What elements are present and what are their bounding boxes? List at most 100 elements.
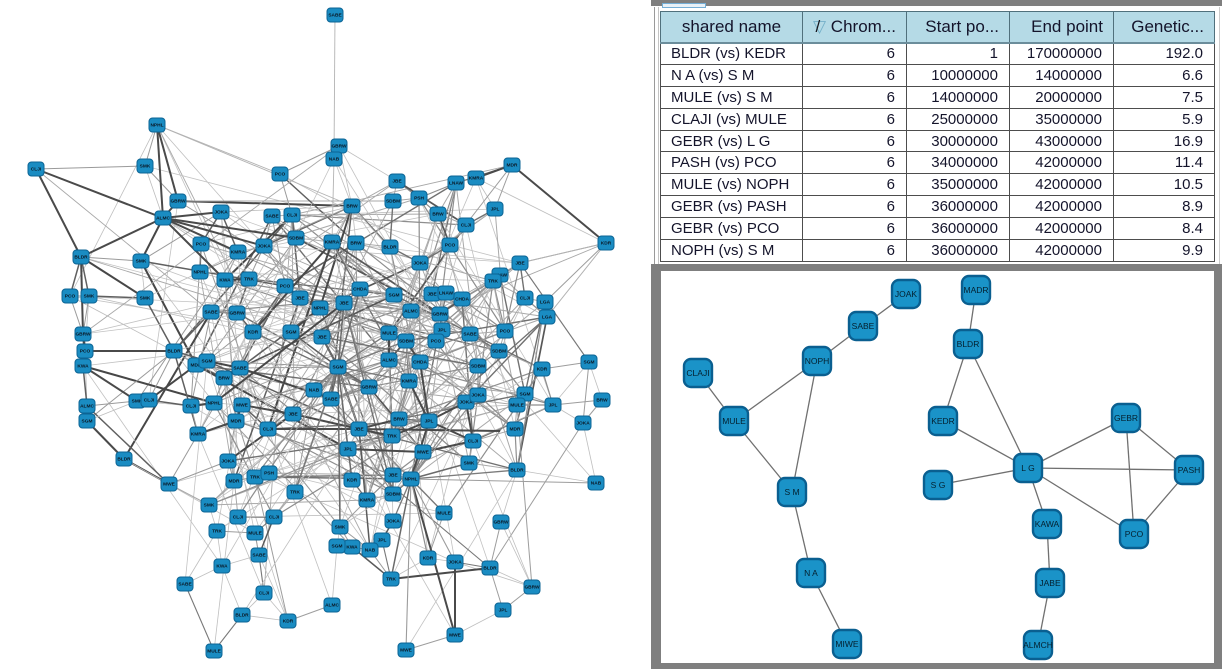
svg-text:BLDR: BLDR bbox=[74, 255, 88, 261]
svg-text:SDBM: SDBM bbox=[289, 236, 303, 242]
svg-text:KMRA: KMRA bbox=[325, 240, 340, 246]
svg-text:NPHL: NPHL bbox=[404, 477, 417, 483]
svg-text:SABE: SABE bbox=[204, 310, 218, 316]
svg-text:SDBM: SDBM bbox=[492, 349, 506, 355]
svg-text:KWA: KWA bbox=[77, 364, 89, 370]
svg-text:MULE: MULE bbox=[248, 531, 262, 537]
svg-text:CLJI: CLJI bbox=[186, 404, 197, 410]
svg-text:JBE: JBE bbox=[392, 179, 402, 185]
svg-text:KDR: KDR bbox=[601, 241, 612, 247]
svg-text:BRW: BRW bbox=[432, 212, 444, 218]
svg-text:MWE: MWE bbox=[400, 648, 413, 654]
svg-text:KWA: KWA bbox=[346, 545, 358, 551]
svg-text:JBE: JBE bbox=[354, 427, 364, 433]
svg-text:JOKA: JOKA bbox=[459, 400, 473, 406]
svg-text:MULE: MULE bbox=[207, 649, 221, 655]
svg-text:CHDA: CHDA bbox=[353, 287, 367, 293]
svg-text:CLJI: CLJI bbox=[520, 296, 531, 302]
svg-text:CHDA: CHDA bbox=[413, 360, 427, 366]
svg-text:ALMC: ALMC bbox=[80, 404, 94, 410]
svg-text:MDR: MDR bbox=[231, 419, 242, 425]
svg-text:SGM: SGM bbox=[202, 359, 213, 365]
svg-text:CLJI: CLJI bbox=[31, 167, 42, 173]
svg-text:JOKA: JOKA bbox=[448, 560, 462, 566]
svg-text:KMRA: KMRA bbox=[469, 176, 484, 182]
svg-text:PCO: PCO bbox=[196, 242, 207, 248]
svg-text:GBRW: GBRW bbox=[432, 312, 448, 318]
svg-text:ALMC: ALMC bbox=[325, 603, 339, 609]
svg-text:MWE: MWE bbox=[417, 450, 430, 456]
svg-text:TRK: TRK bbox=[244, 277, 254, 283]
svg-text:LNAW: LNAW bbox=[449, 181, 464, 187]
svg-text:JOKA: JOKA bbox=[214, 210, 228, 216]
svg-text:MDR: MDR bbox=[191, 363, 202, 369]
svg-text:JOKA: JOKA bbox=[413, 261, 427, 267]
svg-text:SMK: SMK bbox=[84, 294, 95, 300]
svg-text:KAWA: KAWA bbox=[1035, 519, 1060, 529]
svg-text:KDR: KDR bbox=[537, 367, 548, 373]
svg-text:GBRW: GBRW bbox=[170, 199, 186, 205]
svg-text:KEDR: KEDR bbox=[931, 416, 955, 426]
svg-text:SMK: SMK bbox=[335, 525, 346, 531]
svg-text:CLJI: CLJI bbox=[263, 427, 274, 433]
svg-text:MDR: MDR bbox=[507, 163, 518, 169]
svg-text:ALMC: ALMC bbox=[156, 216, 170, 222]
svg-text:SABE: SABE bbox=[328, 13, 342, 19]
svg-text:ALMC: ALMC bbox=[404, 309, 418, 315]
svg-text:KWA: KWA bbox=[219, 278, 231, 284]
svg-text:MULE: MULE bbox=[437, 511, 451, 517]
svg-text:JBE: JBE bbox=[388, 473, 398, 479]
svg-text:N A: N A bbox=[804, 568, 818, 578]
svg-text:SABE: SABE bbox=[463, 332, 477, 338]
svg-text:PSH: PSH bbox=[414, 196, 424, 202]
svg-text:TRK: TRK bbox=[250, 475, 260, 481]
svg-text:PCO: PCO bbox=[445, 243, 456, 249]
svg-text:JPL: JPL bbox=[438, 328, 447, 334]
svg-text:KDR: KDR bbox=[248, 330, 259, 336]
svg-text:BLDR: BLDR bbox=[483, 566, 497, 572]
svg-text:BLDR: BLDR bbox=[510, 468, 524, 474]
svg-text:SGM: SGM bbox=[389, 293, 400, 299]
svg-text:JPL: JPL bbox=[425, 419, 434, 425]
svg-text:NPHL: NPHL bbox=[150, 123, 163, 129]
svg-text:CLJI: CLJI bbox=[233, 515, 244, 521]
svg-text:NOPH: NOPH bbox=[805, 356, 830, 366]
svg-text:JBE: JBE bbox=[288, 412, 298, 418]
svg-text:SGM: SGM bbox=[82, 419, 93, 425]
svg-text:SMK: SMK bbox=[140, 296, 151, 302]
svg-text:MDR: MDR bbox=[510, 427, 521, 433]
svg-text:L G: L G bbox=[1021, 463, 1034, 473]
svg-text:CLJI: CLJI bbox=[259, 591, 270, 597]
svg-text:KDR: KDR bbox=[283, 619, 294, 625]
svg-text:KMRA: KMRA bbox=[360, 498, 375, 504]
svg-text:PCO: PCO bbox=[65, 294, 76, 300]
svg-text:NAB: NAB bbox=[591, 481, 602, 487]
svg-text:MWE: MWE bbox=[236, 403, 249, 409]
svg-text:SMK: SMK bbox=[140, 164, 151, 170]
svg-text:CHDA: CHDA bbox=[455, 297, 469, 303]
svg-text:LGA: LGA bbox=[542, 315, 553, 321]
svg-text:NAB: NAB bbox=[329, 157, 340, 163]
svg-text:JBE: JBE bbox=[339, 301, 349, 307]
svg-text:S G: S G bbox=[931, 480, 946, 490]
svg-text:JOKA: JOKA bbox=[471, 393, 485, 399]
svg-text:JOKA: JOKA bbox=[257, 244, 271, 250]
svg-text:BRW: BRW bbox=[346, 204, 358, 210]
svg-text:BRW: BRW bbox=[393, 417, 405, 423]
svg-text:TRK: TRK bbox=[488, 279, 498, 285]
svg-text:BRW: BRW bbox=[218, 376, 230, 382]
svg-text:PCO: PCO bbox=[500, 329, 511, 335]
svg-text:SDBM: SDBM bbox=[386, 492, 400, 498]
svg-text:CLAJI: CLAJI bbox=[686, 368, 709, 378]
svg-text:SABE: SABE bbox=[252, 553, 266, 559]
svg-text:JBE: JBE bbox=[295, 296, 305, 302]
svg-text:JPL: JPL bbox=[549, 403, 558, 409]
svg-text:GBRW: GBRW bbox=[229, 311, 245, 317]
svg-text:MULE: MULE bbox=[382, 331, 396, 337]
svg-text:PCO: PCO bbox=[1125, 529, 1144, 539]
svg-text:GBRW: GBRW bbox=[361, 385, 377, 391]
svg-text:MDR: MDR bbox=[229, 479, 240, 485]
svg-text:JPL: JPL bbox=[344, 447, 353, 453]
svg-text:GBRW: GBRW bbox=[331, 144, 347, 150]
svg-text:PCO: PCO bbox=[280, 284, 291, 290]
